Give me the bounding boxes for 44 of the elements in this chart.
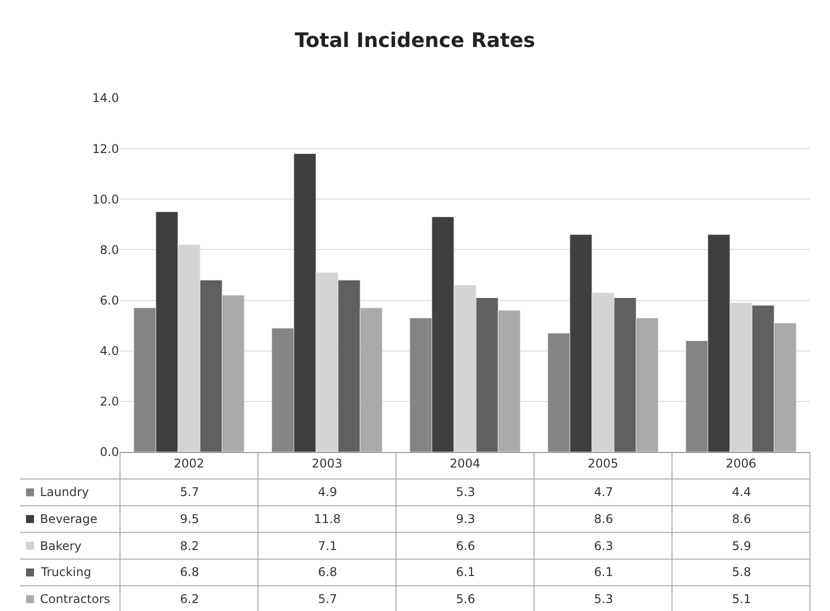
data-label: 6.1 bbox=[594, 565, 614, 579]
data-label: 5.3 bbox=[456, 485, 476, 499]
data-label: 6.8 bbox=[180, 565, 200, 579]
y-tick-label: 2.0 bbox=[100, 394, 119, 409]
legend-label: Laundry bbox=[40, 485, 89, 499]
y-tick-label: 0.0 bbox=[100, 445, 119, 460]
data-label: 8.6 bbox=[732, 512, 752, 526]
data-label: 5.7 bbox=[180, 485, 200, 499]
y-tick-label: 10.0 bbox=[92, 192, 119, 206]
data-label: 9.3 bbox=[456, 512, 476, 526]
data-label: 6.2 bbox=[180, 592, 200, 606]
y-tick-label: 6.0 bbox=[100, 293, 119, 308]
legend-label: Beverage bbox=[40, 512, 98, 526]
legend-label: Trucking bbox=[40, 565, 92, 579]
data-label: 5.6 bbox=[456, 592, 476, 606]
x-tick-label: 2005 bbox=[588, 456, 618, 470]
chart-title: Total Incidence Rates bbox=[294, 28, 536, 52]
y-tick-label: 12.0 bbox=[92, 142, 119, 156]
y-tick-label: 8.0 bbox=[100, 242, 119, 257]
data-label: 5.7 bbox=[318, 592, 338, 606]
data-label: 5.3 bbox=[594, 592, 614, 606]
data-label: 4.9 bbox=[318, 485, 338, 499]
data-label: 5.9 bbox=[732, 539, 752, 553]
data-label: 8.6 bbox=[594, 512, 614, 526]
x-tick-label: 2003 bbox=[312, 456, 342, 470]
data-label: 9.5 bbox=[180, 512, 200, 526]
x-tick-label: 2004 bbox=[450, 456, 480, 470]
legend-label: Bakery bbox=[40, 539, 82, 553]
legend-label: Contractors bbox=[40, 592, 110, 606]
x-tick-label: 2006 bbox=[726, 456, 756, 470]
data-label: 6.6 bbox=[456, 539, 476, 553]
data-label: 6.1 bbox=[456, 565, 476, 579]
data-label: 6.3 bbox=[594, 539, 614, 553]
x-tick-label: 2002 bbox=[174, 456, 204, 470]
data-label: 4.7 bbox=[594, 485, 614, 499]
data-label: 6.8 bbox=[318, 565, 338, 579]
data-label: 11.8 bbox=[314, 512, 341, 526]
data-label: 8.2 bbox=[180, 539, 200, 553]
data-label: 5.1 bbox=[732, 592, 752, 606]
data-label: 7.1 bbox=[318, 539, 338, 553]
data-label: 5.8 bbox=[732, 565, 752, 579]
y-tick-label: 14.0 bbox=[92, 91, 119, 106]
data-label: 4.4 bbox=[732, 485, 752, 499]
y-tick-label: 4.0 bbox=[100, 344, 119, 358]
